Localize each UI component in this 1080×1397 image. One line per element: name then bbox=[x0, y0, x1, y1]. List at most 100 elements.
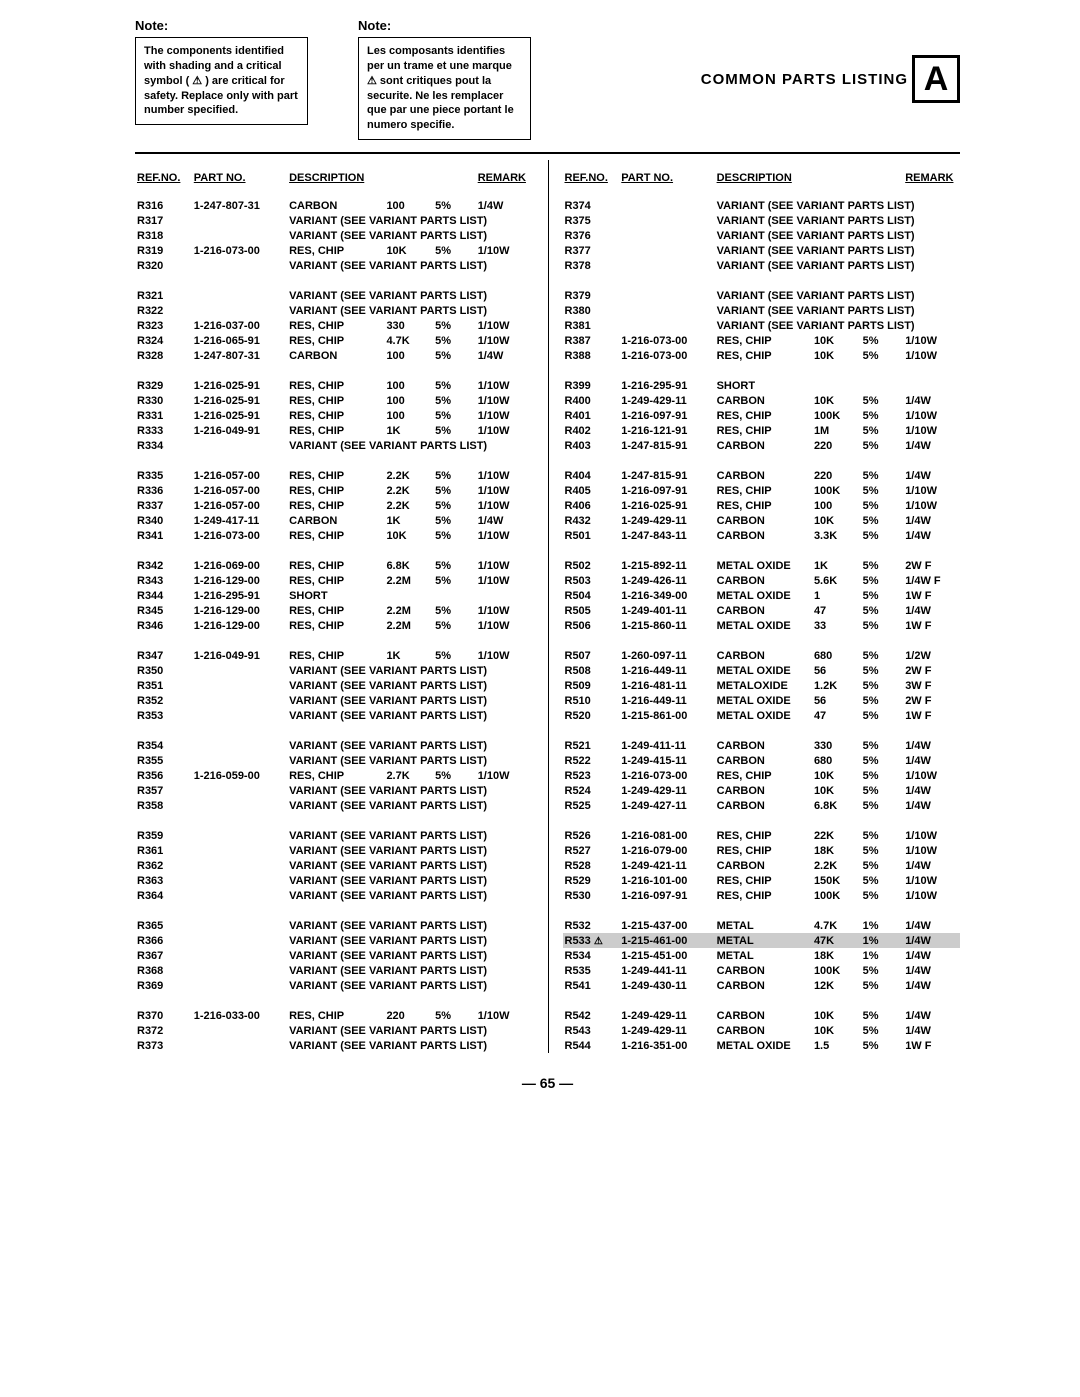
table-row: R5021-215-892-11METAL OXIDE1K5%2W F bbox=[563, 558, 961, 573]
cell-ref: R528 bbox=[563, 858, 620, 873]
cell-ref: R328 bbox=[135, 348, 192, 363]
cell-pn bbox=[192, 948, 287, 963]
cell-rem: 1/10W bbox=[476, 243, 533, 258]
cell-pn bbox=[619, 228, 714, 243]
cell-pn: 1-249-401-11 bbox=[619, 603, 714, 618]
cell-tol: 5% bbox=[433, 513, 476, 528]
table-row: R5271-216-079-00RES, CHIP18K5%1/10W bbox=[563, 843, 961, 858]
cell-val: 18K bbox=[812, 843, 861, 858]
cell-ref: R388 bbox=[563, 348, 620, 363]
cell-pn bbox=[192, 678, 287, 693]
table-row: R358VARIANT (SEE VARIANT PARTS LIST) bbox=[135, 798, 533, 813]
cell-val: 220 bbox=[384, 1008, 433, 1023]
cell-desc: RES, CHIP bbox=[287, 468, 384, 483]
table-row: R4011-216-097-91RES, CHIP100K5%1/10W bbox=[563, 408, 961, 423]
cell-val: 100 bbox=[384, 348, 433, 363]
cell-variant: VARIANT (SEE VARIANT PARTS LIST) bbox=[287, 948, 532, 963]
cell-rem: 1/10W bbox=[476, 483, 533, 498]
cell-pn: 1-260-097-11 bbox=[619, 648, 714, 663]
cell-variant: VARIANT (SEE VARIANT PARTS LIST) bbox=[715, 198, 960, 213]
cell-desc: RES, CHIP bbox=[715, 828, 812, 843]
cell-pn: 1-215-461-00 bbox=[619, 933, 714, 948]
cell-desc: RES, CHIP bbox=[287, 1008, 384, 1023]
cell-tol: 5% bbox=[861, 513, 904, 528]
cell-tol: 5% bbox=[861, 798, 904, 813]
note-en: Note: The components identified with sha… bbox=[135, 18, 308, 140]
cell-tol: 5% bbox=[861, 963, 904, 978]
cell-val: 100K bbox=[812, 963, 861, 978]
cell-tol: 5% bbox=[861, 483, 904, 498]
cell-pn: 1-215-892-11 bbox=[619, 558, 714, 573]
cell-desc: RES, CHIP bbox=[287, 408, 384, 423]
cell-pn bbox=[192, 963, 287, 978]
gap-row bbox=[563, 903, 961, 918]
table-row: R4061-216-025-91RES, CHIP1005%1/10W bbox=[563, 498, 961, 513]
cell-val: 10K bbox=[384, 528, 433, 543]
cell-val: 1K bbox=[384, 423, 433, 438]
table-header: REF.NO. PART NO. DESCRIPTION REMARK bbox=[135, 172, 533, 198]
table-row: R367VARIANT (SEE VARIANT PARTS LIST) bbox=[135, 948, 533, 963]
cell-variant: VARIANT (SEE VARIANT PARTS LIST) bbox=[287, 663, 532, 678]
cell-desc: CARBON bbox=[715, 393, 812, 408]
cell-tol: 5% bbox=[861, 873, 904, 888]
cell-ref: R400 bbox=[563, 393, 620, 408]
table-row: R5221-249-415-11CARBON6805%1/4W bbox=[563, 753, 961, 768]
cell-pn: 1-216-025-91 bbox=[192, 393, 287, 408]
table-row: R5091-216-481-11METALOXIDE1.2K5%3W F bbox=[563, 678, 961, 693]
cell-ref: R362 bbox=[135, 858, 192, 873]
cell-tol: 5% bbox=[433, 378, 476, 393]
cell-ref: R529 bbox=[563, 873, 620, 888]
table-row: R3361-216-057-00RES, CHIP2.2K5%1/10W bbox=[135, 483, 533, 498]
cell-variant: VARIANT (SEE VARIANT PARTS LIST) bbox=[287, 228, 532, 243]
cell-desc: CARBON bbox=[715, 648, 812, 663]
cell-desc: CARBON bbox=[715, 783, 812, 798]
cell-rem: 1W F bbox=[903, 618, 960, 633]
cell-val: 2.7K bbox=[384, 768, 433, 783]
cell-variant: VARIANT (SEE VARIANT PARTS LIST) bbox=[287, 1023, 532, 1038]
cell-desc: CARBON bbox=[715, 438, 812, 453]
cell-ref: R507 bbox=[563, 648, 620, 663]
cell-tol: 5% bbox=[861, 858, 904, 873]
cell-pn: 1-216-057-00 bbox=[192, 498, 287, 513]
cell-pn: 1-216-481-11 bbox=[619, 678, 714, 693]
cell-desc: METAL OXIDE bbox=[715, 1038, 812, 1053]
cell-tol: 5% bbox=[433, 1008, 476, 1023]
gap-row bbox=[563, 723, 961, 738]
table-row: R5281-249-421-11CARBON2.2K5%1/4W bbox=[563, 858, 961, 873]
table-row: R3881-216-073-00RES, CHIP10K5%1/10W bbox=[563, 348, 961, 363]
cell-rem: 1/4W bbox=[903, 528, 960, 543]
cell-ref: R364 bbox=[135, 888, 192, 903]
cell-ref: R381 bbox=[563, 318, 620, 333]
cell-rem: 1/4W bbox=[903, 393, 960, 408]
cell-pn bbox=[192, 933, 287, 948]
cell-rem: 1/10W bbox=[476, 573, 533, 588]
cell-desc: RES, CHIP bbox=[287, 558, 384, 573]
table-row: R381VARIANT (SEE VARIANT PARTS LIST) bbox=[563, 318, 961, 333]
cell-ref: R522 bbox=[563, 753, 620, 768]
table-row: R4041-247-815-91CARBON2205%1/4W bbox=[563, 468, 961, 483]
cell-desc: METAL bbox=[715, 933, 812, 948]
table-row: R3471-216-049-91RES, CHIP1K5%1/10W bbox=[135, 648, 533, 663]
cell-rem: 1/10W bbox=[903, 828, 960, 843]
table-row: R3441-216-295-91SHORT bbox=[135, 588, 533, 603]
cell-variant: VARIANT (SEE VARIANT PARTS LIST) bbox=[287, 918, 532, 933]
table-row: R3871-216-073-00RES, CHIP10K5%1/10W bbox=[563, 333, 961, 348]
gap-row bbox=[563, 273, 961, 288]
cell-ref: R351 bbox=[135, 678, 192, 693]
cell-val: 56 bbox=[812, 663, 861, 678]
table-row: R5081-216-449-11METAL OXIDE565%2W F bbox=[563, 663, 961, 678]
cell-desc: RES, CHIP bbox=[287, 618, 384, 633]
cell-ref: R532 bbox=[563, 918, 620, 933]
cell-pn: 1-216-073-00 bbox=[192, 528, 287, 543]
cell-pn: 1-249-427-11 bbox=[619, 798, 714, 813]
cell-tol: 5% bbox=[861, 393, 904, 408]
cell-pn: 1-216-065-91 bbox=[192, 333, 287, 348]
gap-row bbox=[135, 993, 533, 1008]
cell-tol: 5% bbox=[433, 573, 476, 588]
cell-pn: 1-216-129-00 bbox=[192, 573, 287, 588]
table-row: R3461-216-129-00RES, CHIP2.2M5%1/10W bbox=[135, 618, 533, 633]
cell-val: 5.6K bbox=[812, 573, 861, 588]
cell-ref: R378 bbox=[563, 258, 620, 273]
cell-pn: 1-216-049-91 bbox=[192, 648, 287, 663]
left-table: REF.NO. PART NO. DESCRIPTION REMARK R316… bbox=[135, 172, 533, 1053]
